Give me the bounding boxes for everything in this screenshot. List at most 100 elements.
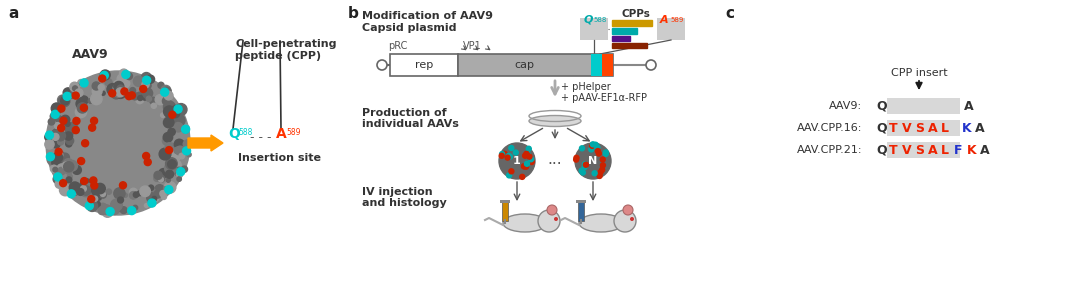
Circle shape bbox=[177, 168, 185, 176]
Text: + pHelper: + pHelper bbox=[561, 82, 611, 92]
Circle shape bbox=[53, 175, 62, 184]
Circle shape bbox=[65, 166, 72, 174]
Circle shape bbox=[165, 170, 174, 178]
Circle shape bbox=[80, 96, 89, 104]
Circle shape bbox=[65, 132, 72, 140]
Circle shape bbox=[59, 180, 67, 187]
Circle shape bbox=[44, 134, 52, 141]
Circle shape bbox=[102, 205, 111, 214]
Circle shape bbox=[592, 171, 597, 176]
Circle shape bbox=[604, 150, 608, 155]
Circle shape bbox=[159, 168, 168, 178]
Text: rep: rep bbox=[415, 60, 433, 70]
Circle shape bbox=[49, 119, 55, 125]
Circle shape bbox=[138, 95, 143, 100]
Circle shape bbox=[45, 131, 53, 139]
Bar bbox=[657, 18, 685, 40]
Circle shape bbox=[166, 133, 170, 137]
Circle shape bbox=[522, 164, 526, 169]
Circle shape bbox=[113, 80, 123, 90]
Circle shape bbox=[55, 151, 65, 160]
Circle shape bbox=[60, 96, 69, 105]
Text: 588: 588 bbox=[593, 17, 606, 23]
Circle shape bbox=[590, 143, 595, 148]
Bar bbox=[612, 43, 647, 48]
Circle shape bbox=[591, 144, 596, 149]
Circle shape bbox=[106, 207, 114, 216]
Circle shape bbox=[51, 165, 57, 172]
Circle shape bbox=[175, 104, 187, 116]
Circle shape bbox=[57, 139, 64, 145]
Circle shape bbox=[154, 190, 162, 198]
Circle shape bbox=[75, 84, 79, 88]
Circle shape bbox=[99, 191, 106, 198]
Circle shape bbox=[600, 157, 605, 162]
Circle shape bbox=[116, 88, 120, 93]
Circle shape bbox=[55, 180, 64, 188]
Circle shape bbox=[525, 161, 529, 166]
Circle shape bbox=[59, 117, 67, 124]
Text: a: a bbox=[8, 6, 18, 21]
Circle shape bbox=[117, 85, 124, 92]
Circle shape bbox=[500, 152, 504, 157]
Text: individual AAVs: individual AAVs bbox=[362, 119, 459, 129]
Circle shape bbox=[157, 176, 161, 180]
Circle shape bbox=[163, 101, 175, 113]
Circle shape bbox=[113, 81, 124, 91]
Circle shape bbox=[113, 85, 120, 91]
Text: Q: Q bbox=[584, 15, 594, 25]
Circle shape bbox=[45, 140, 54, 149]
Circle shape bbox=[64, 162, 73, 172]
Text: AAV9: AAV9 bbox=[72, 48, 109, 61]
Circle shape bbox=[55, 131, 66, 141]
Circle shape bbox=[137, 191, 143, 196]
Circle shape bbox=[582, 165, 588, 170]
Ellipse shape bbox=[503, 214, 546, 232]
Circle shape bbox=[72, 92, 79, 99]
Text: 588: 588 bbox=[238, 128, 253, 137]
Circle shape bbox=[593, 143, 598, 148]
Circle shape bbox=[589, 147, 594, 152]
Circle shape bbox=[168, 111, 176, 118]
Circle shape bbox=[167, 160, 176, 168]
Circle shape bbox=[82, 79, 86, 84]
Circle shape bbox=[153, 175, 160, 181]
Circle shape bbox=[167, 110, 178, 121]
Circle shape bbox=[141, 72, 151, 83]
Text: L: L bbox=[941, 122, 949, 134]
Circle shape bbox=[183, 147, 190, 155]
Circle shape bbox=[593, 142, 598, 147]
Circle shape bbox=[52, 130, 57, 135]
Circle shape bbox=[595, 149, 600, 154]
Circle shape bbox=[66, 137, 73, 145]
Text: c: c bbox=[725, 6, 734, 21]
Circle shape bbox=[187, 152, 191, 157]
Circle shape bbox=[53, 167, 57, 172]
Text: A: A bbox=[964, 100, 974, 113]
Circle shape bbox=[502, 152, 508, 157]
Circle shape bbox=[174, 147, 180, 154]
Circle shape bbox=[604, 151, 608, 156]
Ellipse shape bbox=[529, 116, 581, 127]
Circle shape bbox=[143, 152, 150, 159]
Circle shape bbox=[80, 179, 92, 190]
Circle shape bbox=[519, 174, 525, 179]
Circle shape bbox=[110, 199, 122, 211]
Circle shape bbox=[508, 154, 512, 159]
Circle shape bbox=[125, 73, 133, 79]
Text: A: A bbox=[660, 15, 669, 25]
Circle shape bbox=[121, 88, 127, 95]
Bar bbox=[502, 201, 508, 221]
Circle shape bbox=[66, 141, 72, 147]
Text: AAV9:: AAV9: bbox=[828, 101, 862, 111]
Circle shape bbox=[513, 150, 518, 155]
Bar bbox=[612, 36, 630, 41]
Circle shape bbox=[117, 198, 123, 204]
Circle shape bbox=[59, 184, 71, 196]
Circle shape bbox=[120, 182, 126, 189]
Circle shape bbox=[152, 196, 157, 201]
Circle shape bbox=[143, 76, 150, 84]
Bar bbox=[458, 54, 613, 76]
Circle shape bbox=[57, 164, 67, 174]
Circle shape bbox=[163, 132, 173, 142]
